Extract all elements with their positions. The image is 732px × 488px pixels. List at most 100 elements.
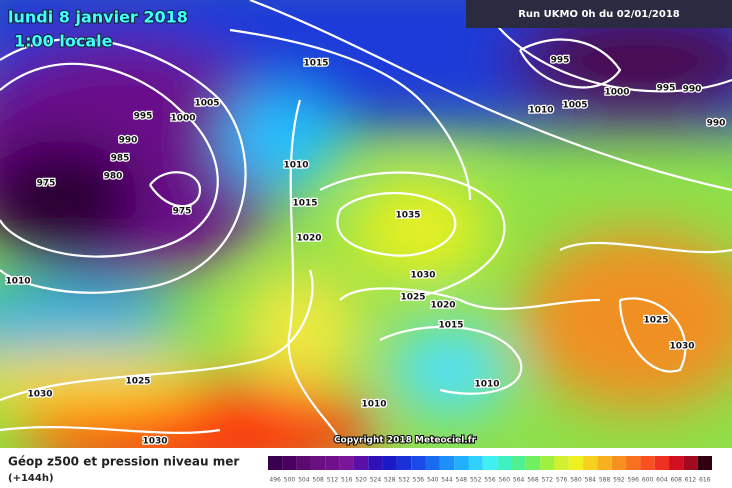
scale-swatch bbox=[525, 456, 541, 470]
scale-swatch bbox=[353, 456, 369, 470]
isobar-label: 975 bbox=[37, 179, 56, 189]
scale-label: 568 bbox=[527, 477, 539, 484]
scale-swatch bbox=[554, 456, 569, 470]
isobar-label: 1010 bbox=[5, 277, 30, 287]
isobar-label: 995 bbox=[134, 112, 153, 122]
isobar-label: 1010 bbox=[528, 106, 553, 116]
scale-label: 556 bbox=[484, 477, 496, 484]
legend-lead: (+144h) bbox=[8, 473, 54, 484]
isobar-label: 1025 bbox=[643, 316, 668, 326]
scale-swatch bbox=[597, 456, 612, 470]
isobar-label: 1005 bbox=[194, 99, 219, 109]
scale-swatch bbox=[482, 456, 498, 470]
scale-swatch bbox=[282, 456, 297, 470]
isobars bbox=[0, 0, 732, 441]
scale-label: 580 bbox=[570, 477, 582, 484]
scale-label: 540 bbox=[427, 477, 439, 484]
scale-swatch bbox=[439, 456, 455, 470]
isobar-label: 1000 bbox=[604, 88, 629, 98]
scale-swatch bbox=[669, 456, 684, 470]
scale-swatch bbox=[511, 456, 526, 470]
scale-swatch bbox=[296, 456, 311, 470]
scale-swatch bbox=[583, 456, 598, 470]
scale-label: 512 bbox=[327, 477, 339, 484]
scale-label: 500 bbox=[284, 477, 296, 484]
map-subtitle: 1:00 locale bbox=[14, 32, 113, 51]
isobar-label: 995 bbox=[551, 56, 570, 66]
scale-swatch bbox=[611, 456, 627, 470]
isobar-label: 1010 bbox=[361, 400, 386, 410]
isobar-label: 1005 bbox=[562, 101, 587, 111]
isobar-label: 1035 bbox=[395, 211, 420, 221]
scale-label: 496 bbox=[269, 477, 281, 484]
scale-label: 592 bbox=[613, 477, 625, 484]
isobar-label: 1015 bbox=[303, 59, 328, 69]
isobar-label: 1010 bbox=[283, 161, 308, 171]
isobar-label: 990 bbox=[707, 119, 726, 129]
scale-label: 576 bbox=[556, 477, 568, 484]
scale-label: 608 bbox=[670, 477, 682, 484]
isobar-label: 985 bbox=[111, 154, 130, 164]
isobar-label: 1030 bbox=[410, 271, 435, 281]
scale-label: 588 bbox=[599, 477, 611, 484]
scale-label: 508 bbox=[312, 477, 324, 484]
scale-swatch bbox=[310, 456, 326, 470]
scale-label: 616 bbox=[699, 477, 711, 484]
scale-label: 572 bbox=[542, 477, 554, 484]
scale-label: 604 bbox=[656, 477, 668, 484]
scale-swatch bbox=[626, 456, 641, 470]
scale-swatch bbox=[411, 456, 426, 470]
scale-label: 548 bbox=[456, 477, 468, 484]
scale-swatch bbox=[425, 456, 440, 470]
run-info: Run UKMO 0h du 02/01/2018 bbox=[518, 9, 680, 20]
scale-label: 524 bbox=[370, 477, 382, 484]
color-scale: 496 500 504 508 512 516 520 524 528 532 536 540 544 5… bbox=[268, 456, 712, 484]
run-box bbox=[466, 0, 732, 28]
scale-label: 596 bbox=[627, 477, 639, 484]
scale-swatch bbox=[368, 456, 383, 470]
isobar-label: 1025 bbox=[400, 293, 425, 303]
isobar-label: 980 bbox=[104, 172, 123, 182]
copyright: Copyright 2018 Meteociel.fr bbox=[334, 436, 477, 446]
scale-swatch bbox=[396, 456, 412, 470]
scale-label: 528 bbox=[384, 477, 396, 484]
isobar-label: 1030 bbox=[669, 342, 694, 352]
isobar-label: 1020 bbox=[430, 301, 455, 311]
isobar-label: 1025 bbox=[125, 377, 150, 387]
scale-label: 564 bbox=[513, 477, 525, 484]
scale-swatch bbox=[568, 456, 584, 470]
isobar-label: 975 bbox=[173, 207, 192, 217]
isobar-label: 1015 bbox=[438, 321, 463, 331]
legend-title: Géop z500 et pression niveau mer bbox=[8, 455, 239, 469]
scale-swatch bbox=[268, 456, 283, 470]
scale-label: 612 bbox=[685, 477, 697, 484]
map-title: lundi 8 janvier 2018 bbox=[8, 8, 188, 27]
isobar-label: 995 bbox=[657, 84, 676, 94]
scale-label: 584 bbox=[585, 477, 597, 484]
scale-label: 504 bbox=[298, 477, 310, 484]
scale-swatch bbox=[382, 456, 397, 470]
scale-label: 600 bbox=[642, 477, 654, 484]
scale-swatch bbox=[497, 456, 512, 470]
scale-swatch bbox=[325, 456, 340, 470]
isobar-label: 1030 bbox=[142, 437, 167, 447]
scale-swatch bbox=[654, 456, 670, 470]
scale-label: 560 bbox=[499, 477, 511, 484]
scale-label: 536 bbox=[413, 477, 425, 484]
isobar-label: 990 bbox=[683, 85, 702, 95]
isobar-labels: 995 1000 1005 990 985 980 975 975 1015 1010 1015 10… bbox=[4, 54, 726, 448]
scale-label: 552 bbox=[470, 477, 482, 484]
scale-label: 532 bbox=[398, 477, 410, 484]
scale-swatch bbox=[697, 456, 712, 470]
isobar-label: 1015 bbox=[292, 199, 317, 209]
scale-label: 520 bbox=[355, 477, 367, 484]
isobar-label: 1020 bbox=[296, 234, 321, 244]
scale-swatch bbox=[454, 456, 469, 470]
scale-swatch bbox=[339, 456, 354, 470]
scale-swatch bbox=[540, 456, 555, 470]
isobar-label: 1030 bbox=[27, 390, 52, 400]
scale-label: 516 bbox=[341, 477, 353, 484]
isobar-label: 1000 bbox=[170, 114, 195, 124]
